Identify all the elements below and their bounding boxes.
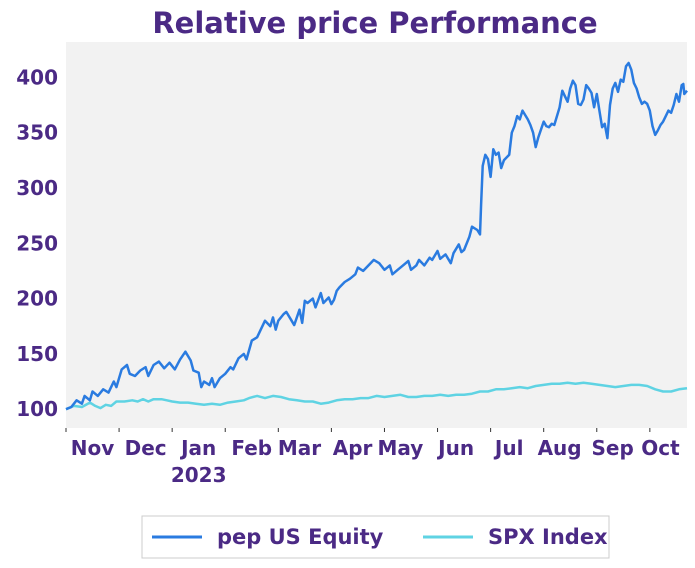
y-tick-label: 400 — [16, 65, 58, 89]
x-tick-label: Jul — [493, 436, 524, 460]
y-tick-label: 100 — [16, 397, 58, 421]
x-tick-year-label: 2023 — [171, 463, 227, 487]
x-tick-label: Sep — [592, 436, 634, 460]
y-tick-label: 350 — [16, 121, 58, 145]
x-tick-label: Nov — [71, 436, 115, 460]
x-tick-label: Aug — [538, 436, 582, 460]
x-tick-label: May — [377, 436, 423, 460]
x-tick-label: Mar — [278, 436, 321, 460]
x-tick-label: Apr — [333, 436, 373, 460]
series-line-spx — [65, 381, 688, 411]
legend: pep US Equity SPX Index — [141, 515, 610, 559]
legend-box — [141, 515, 610, 559]
x-tick-label: Jun — [436, 436, 474, 460]
x-tick-label: Oct — [641, 436, 680, 460]
x-tick-label: Dec — [125, 436, 167, 460]
series-lines — [65, 61, 688, 411]
y-axis: 100 150 200 250 300 350 400 — [16, 65, 58, 421]
series-line-pep — [65, 61, 688, 411]
legend-label-spx: SPX Index — [488, 525, 608, 549]
y-tick-label: 150 — [16, 342, 58, 366]
y-tick-label: 200 — [16, 287, 58, 311]
x-tick-label: Jan — [179, 436, 216, 460]
chart-title: Relative price Performance — [152, 6, 597, 40]
x-tick-label: Feb — [231, 436, 272, 460]
y-tick-label: 250 — [16, 231, 58, 255]
y-tick-label: 300 — [16, 176, 58, 200]
legend-label-pep: pep US Equity — [217, 525, 384, 549]
